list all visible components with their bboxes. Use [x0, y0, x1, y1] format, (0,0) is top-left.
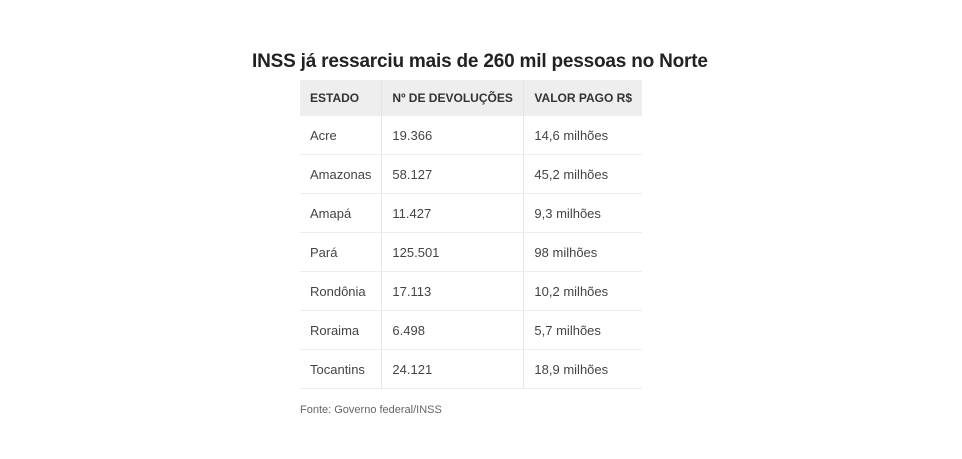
- table-row: Pará 125.501 98 milhões: [300, 232, 643, 272]
- cell-estado: Tocantins: [300, 349, 382, 389]
- table-row: Amapá 11.427 9,3 milhões: [300, 193, 643, 233]
- table-row: Acre 19.366 14,6 milhões: [300, 116, 643, 155]
- column-header-estado: ESTADO: [300, 80, 382, 116]
- cell-valor-pago: 10,2 milhões: [523, 271, 643, 311]
- cell-devolucoes: 125.501: [381, 232, 524, 272]
- cell-estado: Pará: [300, 232, 382, 272]
- cell-devolucoes: 19.366: [381, 116, 524, 155]
- table-row: Amazonas 58.127 45,2 milhões: [300, 154, 643, 194]
- cell-estado: Amapá: [300, 193, 382, 233]
- cell-valor-pago: 14,6 milhões: [523, 116, 643, 155]
- cell-estado: Rondônia: [300, 271, 382, 311]
- data-table: ESTADO Nº DE DEVOLUÇÕES VALOR PAGO R$ Ac…: [300, 80, 643, 389]
- cell-devolucoes: 6.498: [381, 310, 524, 350]
- source-note: Fonte: Governo federal/INSS: [300, 404, 442, 416]
- cell-estado: Amazonas: [300, 154, 382, 194]
- page-title: INSS já ressarciu mais de 260 mil pessoa…: [252, 51, 708, 72]
- cell-devolucoes: 58.127: [381, 154, 524, 194]
- cell-valor-pago: 98 milhões: [523, 232, 643, 272]
- cell-valor-pago: 45,2 milhões: [523, 154, 643, 194]
- table-header-row: ESTADO Nº DE DEVOLUÇÕES VALOR PAGO R$: [300, 80, 643, 116]
- cell-estado: Acre: [300, 116, 382, 155]
- table-row: Rondônia 17.113 10,2 milhões: [300, 271, 643, 311]
- cell-devolucoes: 24.121: [381, 349, 524, 389]
- cell-valor-pago: 18,9 milhões: [523, 349, 643, 389]
- cell-valor-pago: 5,7 milhões: [523, 310, 643, 350]
- cell-devolucoes: 17.113: [381, 271, 524, 311]
- cell-valor-pago: 9,3 milhões: [523, 193, 643, 233]
- column-header-valor-pago: VALOR PAGO R$: [523, 80, 643, 116]
- cell-estado: Roraima: [300, 310, 382, 350]
- table-row: Tocantins 24.121 18,9 milhões: [300, 349, 643, 389]
- cell-devolucoes: 11.427: [381, 193, 524, 233]
- table-row: Roraima 6.498 5,7 milhões: [300, 310, 643, 350]
- column-header-devolucoes: Nº DE DEVOLUÇÕES: [381, 80, 524, 116]
